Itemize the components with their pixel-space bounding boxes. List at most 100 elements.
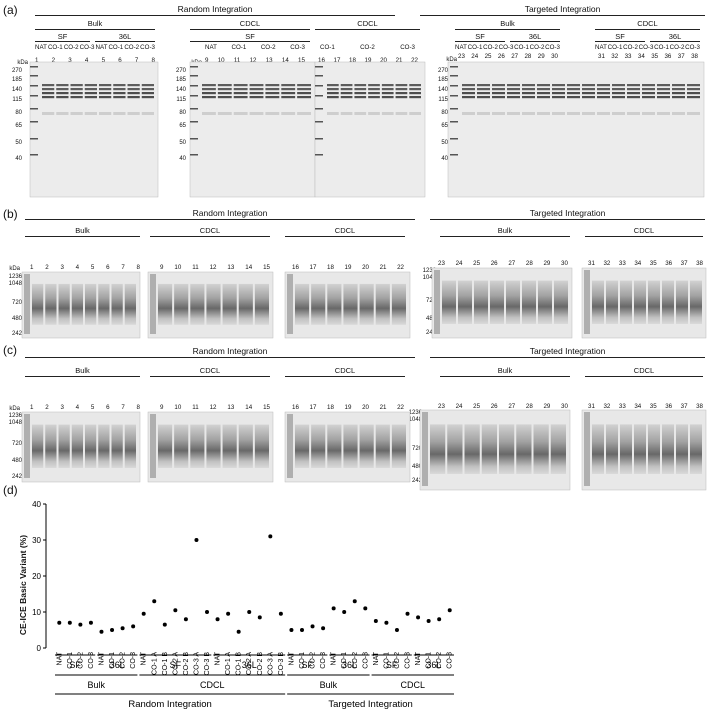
gel-c-bulk: [21, 411, 141, 483]
header-bulk-b: Bulk: [75, 226, 90, 235]
data-point: [152, 599, 157, 604]
header-random-c: Random Integration: [192, 346, 268, 356]
x-tick-label: NAT: [373, 651, 380, 665]
data-point: [194, 538, 199, 542]
x-tick-label: CO-3 B: [204, 652, 211, 676]
group-l1-label: 36L: [242, 660, 257, 670]
data-point: [141, 611, 146, 616]
y-tick-label: 40: [32, 500, 41, 509]
x-tick-label: CO-3: [405, 652, 412, 669]
data-point: [310, 624, 315, 629]
data-point: [110, 628, 115, 632]
data-point: [299, 628, 304, 632]
y-axis-label: CE-ICE Basic Variant (%): [18, 534, 28, 636]
x-tick-label: CO-1: [426, 652, 433, 669]
gel-a-bulk: [29, 61, 159, 198]
group-l1-label: SF: [69, 660, 81, 670]
x-tick-label: CO-3: [362, 652, 369, 669]
y-tick-label: 20: [32, 572, 41, 581]
x-tick-label: CO-1 A: [151, 652, 158, 675]
header-36l-ta2: 36L: [668, 32, 682, 41]
group-l2-label: CDCL: [401, 680, 426, 690]
data-point: [236, 629, 241, 634]
panel-label-d: (d): [3, 483, 18, 497]
data-point: [437, 617, 442, 622]
group-l1-label: 36L: [342, 660, 357, 670]
x-tick-label: NAT: [215, 651, 222, 665]
gel-a-cdcl-36l: [314, 61, 426, 198]
x-tick-label: CO-1: [383, 652, 390, 669]
gel-b-cdcl-sf: [147, 271, 274, 339]
x-tick-label: CO-1 B: [236, 652, 243, 676]
x-tick-label: CO-2 B: [257, 652, 264, 676]
gel-b-t-bulk: [431, 267, 573, 339]
header-targeted-b: Targeted Integration: [529, 208, 606, 218]
gel-a-cdcl-sf: [189, 61, 316, 198]
x-tick-label: NAT: [288, 651, 295, 665]
data-point: [352, 599, 357, 604]
lane-numbers-cdcl-36l-a: 16 17 18 19 20 21 22: [318, 57, 418, 64]
group-l3-label: Random Integration: [128, 699, 211, 710]
x-tick-label: CO-3: [130, 652, 137, 669]
lane-numbers-t-bulk-b: 23 24 25 26 27 28 29 30: [438, 260, 568, 267]
data-point: [88, 620, 93, 625]
gel-b-bulk: [21, 271, 141, 339]
data-point: [226, 611, 231, 616]
x-tick-label: NAT: [141, 651, 148, 665]
lane-numbers-t-bulk-a: 23 24 25 26 27 28 29 30: [458, 53, 558, 60]
data-point: [215, 617, 220, 622]
x-tick-label: CO-2: [394, 652, 401, 669]
data-point: [278, 611, 283, 616]
kda-label-b1: kDa: [9, 266, 20, 272]
gel-images: [21, 61, 707, 491]
header-bulk-c: Bulk: [75, 366, 90, 375]
lane-numbers-cdcl-36l-b: 16 17 18 19 20 21 22: [292, 264, 404, 271]
x-tick-label: CO-3 A: [193, 652, 200, 675]
lane-numbers-cdcl-36l-c: 16 17 18 19 20 21 22: [292, 404, 404, 411]
x-tick-label: CO-3: [320, 652, 327, 669]
data-point: [57, 620, 62, 625]
x-tick-label: CO-2: [352, 652, 359, 669]
group-l1-label: SF: [170, 660, 182, 670]
x-tick-label: CO-1: [109, 652, 116, 669]
data-point: [173, 608, 178, 613]
group-l1-label: 36L: [426, 660, 441, 670]
group-l1-label: 36L: [110, 660, 125, 670]
header-cdcl-tc: CDCL: [633, 366, 655, 375]
header-cdcl-tb: CDCL: [633, 226, 655, 235]
x-tick-label: NAT: [331, 651, 338, 665]
data-point: [257, 615, 262, 620]
lane-numbers-cdcl-sf-a: 9 10 11 12 13 14 15: [205, 57, 305, 64]
gel-a-targeted: [447, 61, 705, 198]
x-tick-label: CO-2: [310, 652, 317, 669]
data-point: [331, 606, 336, 611]
data-point: [384, 620, 389, 625]
panel-label-a: (a): [3, 3, 18, 17]
header-sf-a1: SF: [57, 32, 68, 41]
data-point: [426, 619, 431, 623]
data-point: [162, 622, 167, 627]
data-point: [394, 628, 399, 632]
data-point: [78, 622, 83, 627]
header-bulk-ta: Bulk: [500, 19, 515, 28]
gel-b-t-cdcl: [581, 267, 707, 339]
y-tick-label: 10: [32, 608, 41, 617]
lane-names-t-bulk-a: NAT CO-1 CO-2 CO-3 CO-1 CO-2 CO-3: [455, 44, 560, 51]
x-tick-label: CO-3: [88, 652, 95, 669]
x-tick-label: CO-3 B: [278, 652, 285, 676]
gel-b-cdcl-36l: [284, 271, 411, 339]
lane-names-cdcl-sf-a: NAT CO-1 CO-2 CO-3: [205, 44, 305, 51]
x-tick-label: CO-2 B: [183, 652, 190, 676]
header-sf-a2: SF: [245, 32, 255, 41]
group-l2-label: Bulk: [320, 680, 338, 690]
header-cdcl-b2: CDCL: [334, 226, 356, 235]
data-point: [405, 611, 410, 616]
header-cdcl-ta: CDCL: [637, 19, 658, 28]
x-tick-label: CO-2 A: [172, 652, 179, 675]
gel-c-t-bulk: [419, 409, 571, 491]
group-l3-label: Targeted Integration: [328, 699, 413, 710]
